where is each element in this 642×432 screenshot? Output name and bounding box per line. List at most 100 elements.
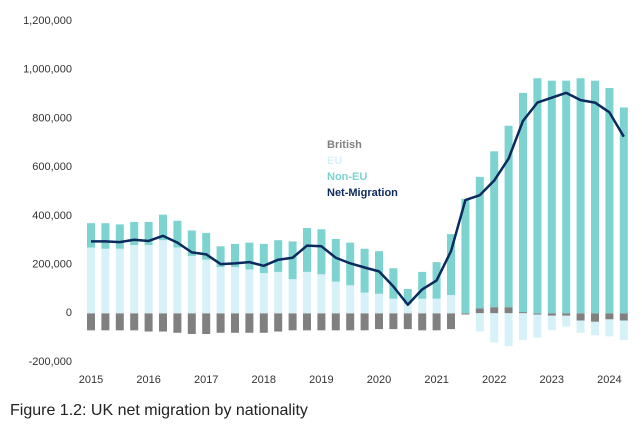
legend-label: Non-EU	[327, 171, 367, 183]
bar-segment	[519, 312, 527, 314]
bar-segment	[576, 313, 585, 321]
y-tick-label: 1,000,000	[23, 64, 72, 76]
bar-segment	[375, 313, 383, 330]
x-tick-label: 2024	[597, 374, 621, 386]
bar-segment	[159, 313, 167, 332]
bar-segment	[173, 220, 182, 248]
bar-segment	[288, 313, 297, 331]
legend-label: EU	[327, 155, 342, 167]
bar-segment	[202, 259, 211, 314]
x-tick-label: 2017	[194, 374, 218, 386]
bar-segment	[346, 313, 355, 331]
bar-segment	[115, 313, 124, 331]
bar-segment	[475, 313, 484, 332]
bar-segment	[461, 198, 470, 314]
bar-segment	[375, 293, 383, 314]
bar-segment	[274, 313, 283, 332]
bar-segment	[547, 80, 556, 314]
bar-segment	[231, 243, 239, 268]
bar-segment	[591, 80, 599, 314]
bar-segment	[418, 313, 427, 331]
bar-segment	[331, 313, 340, 331]
bar-segment	[173, 247, 182, 314]
bar-segment	[360, 248, 369, 293]
bar-segment	[259, 313, 268, 333]
bar-segment	[317, 313, 326, 331]
bar-segment	[605, 313, 614, 320]
bar-segment	[202, 232, 211, 260]
bar-segment	[245, 269, 254, 314]
bar-segment	[403, 288, 412, 304]
bar-segment	[519, 313, 527, 341]
bar-segment	[475, 308, 484, 314]
bar-segment	[303, 228, 311, 272]
bar-segment	[216, 267, 225, 314]
bar-segment	[490, 313, 499, 343]
bar-segment	[504, 125, 513, 308]
bar-segment	[475, 176, 484, 309]
bar-segment	[216, 246, 225, 268]
bar-segment	[187, 256, 196, 314]
x-tick-label: 2016	[136, 374, 160, 386]
bar-segment	[101, 248, 110, 314]
bar-segment	[403, 303, 412, 314]
net-line	[91, 91, 625, 307]
bar-segment	[274, 271, 283, 314]
x-tick-label: 2019	[309, 374, 333, 386]
y-tick-label: 0	[66, 307, 72, 319]
bar-segment	[461, 313, 470, 315]
bar-segment	[447, 295, 455, 314]
bar-segment	[591, 313, 599, 322]
bar-segment	[317, 229, 326, 275]
bar-segment	[533, 78, 542, 314]
bar-segment	[288, 279, 297, 314]
bar-segment	[562, 315, 571, 327]
y-tick-label: 200,000	[32, 258, 72, 270]
bar-segment	[504, 307, 513, 314]
bar-segment	[245, 242, 254, 270]
bar-segment	[101, 223, 110, 249]
bar-segment	[389, 268, 398, 299]
bar-segment	[432, 313, 441, 331]
bar-segment	[360, 292, 369, 314]
y-tick-label: 600,000	[32, 161, 72, 173]
bar-segment	[288, 241, 297, 280]
bar-segment	[360, 313, 369, 331]
bar-segment	[418, 298, 427, 314]
y-tick-label: 400,000	[32, 210, 72, 222]
bar-segment	[115, 248, 124, 314]
bar-segment	[605, 87, 614, 314]
y-tick-label: 800,000	[32, 112, 72, 124]
bar-segment	[187, 230, 196, 257]
bar-segment	[562, 80, 571, 314]
x-tick-label: 2021	[424, 374, 448, 386]
bar-segment	[576, 78, 585, 314]
bar-segment	[533, 313, 542, 315]
bar-segment	[605, 319, 614, 337]
bar-segment	[173, 313, 182, 333]
x-tick-label: 2023	[540, 374, 564, 386]
x-tick-label: 2022	[482, 374, 506, 386]
bar-segment	[619, 107, 628, 314]
bar-segment	[447, 313, 455, 330]
bar-segment	[619, 320, 628, 341]
bar-segment	[490, 151, 499, 308]
bar-segment	[231, 267, 239, 314]
legend-label: Net-Migration	[327, 187, 398, 199]
bar-segment	[418, 271, 427, 299]
bar-segment	[259, 243, 268, 274]
bar-segment	[87, 313, 95, 331]
bar-segment	[159, 240, 167, 314]
bar-segment	[303, 271, 311, 314]
bar-segment	[576, 320, 585, 333]
bar-segment	[547, 315, 556, 331]
bar-segment	[101, 313, 110, 331]
bar-segment	[202, 313, 211, 334]
bar-segment	[130, 313, 139, 331]
bar-segment	[159, 214, 167, 241]
bar-segment	[490, 307, 499, 314]
bar-segment	[259, 273, 268, 314]
bar-segment	[144, 313, 153, 332]
